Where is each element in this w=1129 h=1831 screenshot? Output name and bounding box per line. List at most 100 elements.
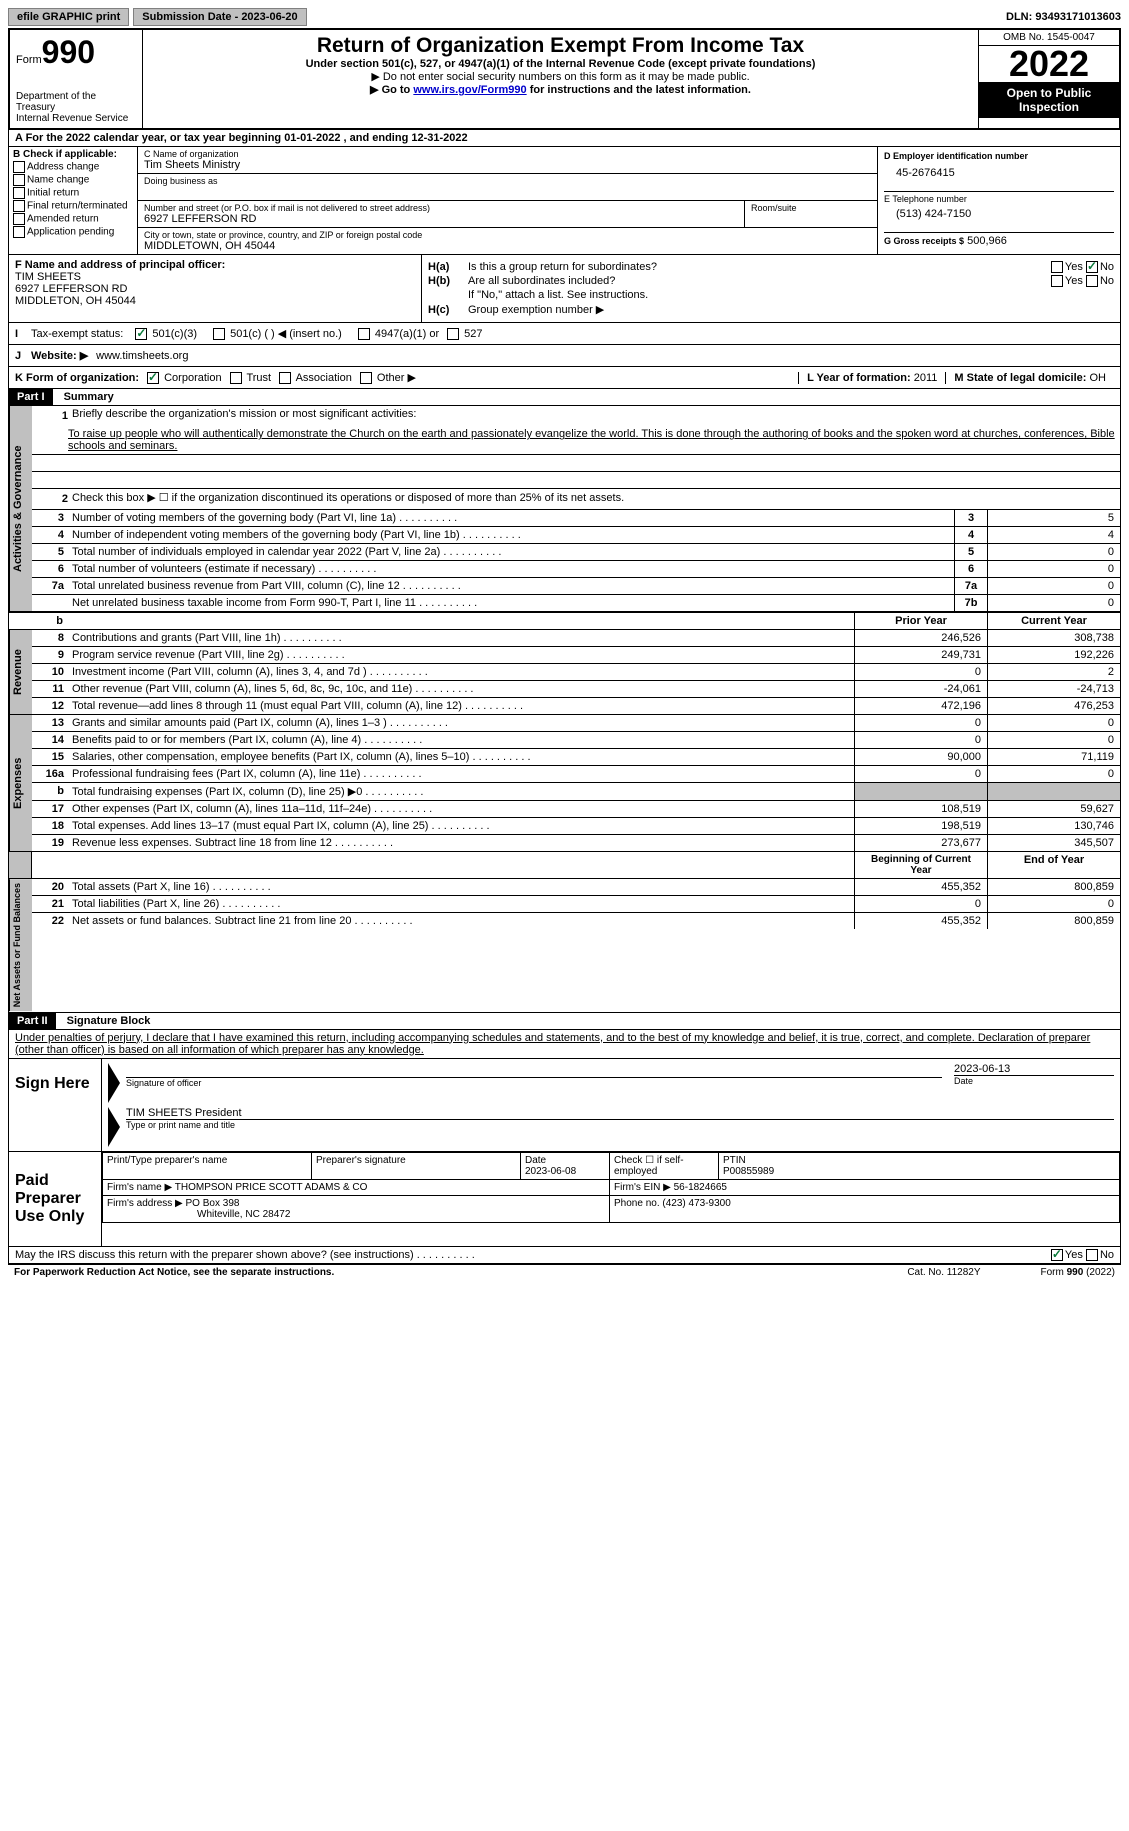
cat-no: Cat. No. 11282Y bbox=[907, 1267, 980, 1278]
org-name: Tim Sheets Ministry bbox=[144, 159, 871, 171]
col-d-ein: D Employer identification number 45-2676… bbox=[878, 147, 1120, 254]
line-2-text: Check this box ▶ ☐ if the organization d… bbox=[72, 491, 624, 507]
mission-text: To raise up people who will authenticall… bbox=[32, 426, 1120, 455]
revenue-header-row: b Prior Year Current Year bbox=[8, 612, 1121, 630]
summary-line: 19Revenue less expenses. Subtract line 1… bbox=[32, 835, 1120, 851]
expenses-section: Expenses 13Grants and similar amounts pa… bbox=[8, 715, 1121, 852]
section-bcd: B Check if applicable: Address change Na… bbox=[8, 147, 1121, 255]
cb-4947[interactable] bbox=[358, 328, 370, 340]
k-label: K Form of organization: bbox=[15, 372, 139, 384]
summary-line: Net unrelated business taxable income fr… bbox=[32, 595, 1120, 611]
f-label: F Name and address of principal officer: bbox=[15, 259, 415, 271]
form-label: Form bbox=[16, 54, 42, 66]
officer-city: MIDDLETON, OH 45044 bbox=[15, 295, 415, 307]
cb-hb-yes[interactable] bbox=[1051, 275, 1063, 287]
cb-hb-no[interactable] bbox=[1086, 275, 1098, 287]
street-value: 6927 LEFFERSON RD bbox=[144, 213, 738, 225]
cb-trust[interactable] bbox=[230, 372, 242, 384]
part-2-title: Signature Block bbox=[59, 1015, 151, 1027]
col-f-officer: F Name and address of principal officer:… bbox=[9, 255, 422, 322]
phone-label: E Telephone number bbox=[884, 191, 1114, 204]
ein-value: 45-2676415 bbox=[884, 163, 1114, 183]
vert-revenue: Revenue bbox=[9, 630, 32, 714]
org-name-label: C Name of organization bbox=[144, 149, 871, 159]
hc-text: Group exemption number ▶ bbox=[468, 303, 604, 316]
vert-activities: Activities & Governance bbox=[9, 406, 32, 611]
arrow-icon bbox=[108, 1107, 120, 1147]
cb-discuss-yes[interactable] bbox=[1051, 1249, 1063, 1261]
col-b-header: B Check if applicable: bbox=[13, 149, 133, 160]
part-1-title: Summary bbox=[56, 391, 114, 403]
col-b-checkboxes: B Check if applicable: Address change Na… bbox=[9, 147, 138, 254]
ptin-value: P00855989 bbox=[723, 1166, 774, 1177]
submission-date: Submission Date - 2023-06-20 bbox=[133, 8, 306, 26]
summary-line: 8Contributions and grants (Part VIII, li… bbox=[32, 630, 1120, 647]
website-value: www.timsheets.org bbox=[96, 350, 188, 362]
dept-treasury: Department of the Treasury bbox=[16, 91, 136, 113]
irs-link[interactable]: www.irs.gov/Form990 bbox=[413, 84, 526, 96]
net-assets-section: Net Assets or Fund Balances 20Total asse… bbox=[8, 879, 1121, 1012]
hb-text: Are all subordinates included? bbox=[468, 275, 615, 287]
cb-ha-yes[interactable] bbox=[1051, 261, 1063, 273]
summary-line: 15Salaries, other compensation, employee… bbox=[32, 749, 1120, 766]
form-note-1: ▶ Do not enter social security numbers o… bbox=[149, 70, 972, 83]
city-value: MIDDLETOWN, OH 45044 bbox=[144, 240, 871, 252]
efile-print-button[interactable]: efile GRAPHIC print bbox=[8, 8, 129, 26]
gross-value: 500,966 bbox=[967, 235, 1007, 247]
end-year-header: End of Year bbox=[987, 852, 1120, 878]
cb-ha-no[interactable] bbox=[1086, 261, 1098, 273]
form-subtitle: Under section 501(c), 527, or 4947(a)(1)… bbox=[149, 58, 972, 70]
cb-assoc[interactable] bbox=[279, 372, 291, 384]
street-label: Number and street (or P.O. box if mail i… bbox=[144, 203, 738, 213]
form-header: Form990 Department of the Treasury Inter… bbox=[8, 28, 1121, 130]
year-formation: 2011 bbox=[914, 372, 938, 384]
declaration-text: Under penalties of perjury, I declare th… bbox=[8, 1030, 1121, 1059]
form-footer: Form 990 (2022) bbox=[1041, 1267, 1115, 1278]
firm-ein: 56-1824665 bbox=[674, 1182, 727, 1193]
activities-governance-section: Activities & Governance 1 Briefly descri… bbox=[8, 406, 1121, 612]
row-j-website: J Website: ▶ www.timsheets.org bbox=[8, 345, 1121, 367]
cb-final-return[interactable] bbox=[13, 200, 25, 212]
paid-preparer-label: Paid Preparer Use Only bbox=[9, 1152, 102, 1246]
cb-501c[interactable] bbox=[213, 328, 225, 340]
tax-status-label: Tax-exempt status: bbox=[31, 328, 123, 340]
firm-addr2: Whiteville, NC 28472 bbox=[107, 1209, 290, 1220]
discuss-row: May the IRS discuss this return with the… bbox=[8, 1247, 1121, 1264]
summary-line: 20Total assets (Part X, line 16)455,3528… bbox=[32, 879, 1120, 896]
revenue-section: Revenue 8Contributions and grants (Part … bbox=[8, 630, 1121, 715]
col-h-group: H(a)Is this a group return for subordina… bbox=[422, 255, 1120, 322]
cb-name-change[interactable] bbox=[13, 174, 25, 186]
discuss-text: May the IRS discuss this return with the… bbox=[15, 1249, 475, 1261]
form-number: 990 bbox=[42, 34, 95, 70]
cb-other[interactable] bbox=[360, 372, 372, 384]
section-fh: F Name and address of principal officer:… bbox=[8, 255, 1121, 323]
firm-name: THOMPSON PRICE SCOTT ADAMS & CO bbox=[175, 1182, 368, 1193]
ein-label: D Employer identification number bbox=[884, 149, 1114, 163]
cb-initial-return[interactable] bbox=[13, 187, 25, 199]
cb-address-change[interactable] bbox=[13, 161, 25, 173]
cb-amended[interactable] bbox=[13, 213, 25, 225]
summary-line: 4Number of independent voting members of… bbox=[32, 527, 1120, 544]
row-i-tax-status: I Tax-exempt status: 501(c)(3) 501(c) ( … bbox=[8, 323, 1121, 345]
officer-printed-name: TIM SHEETS President bbox=[126, 1107, 1114, 1119]
ha-text: Is this a group return for subordinates? bbox=[468, 261, 657, 273]
cb-527[interactable] bbox=[447, 328, 459, 340]
room-label: Room/suite bbox=[751, 203, 871, 213]
top-bar: efile GRAPHIC print Submission Date - 20… bbox=[8, 8, 1121, 26]
summary-line: 9Program service revenue (Part VIII, lin… bbox=[32, 647, 1120, 664]
cb-501c3[interactable] bbox=[135, 328, 147, 340]
summary-line: 16aProfessional fundraising fees (Part I… bbox=[32, 766, 1120, 783]
cb-corp[interactable] bbox=[147, 372, 159, 384]
firm-phone: (423) 473-9300 bbox=[662, 1198, 730, 1209]
current-year-header: Current Year bbox=[987, 613, 1120, 629]
summary-line: 18Total expenses. Add lines 13–17 (must … bbox=[32, 818, 1120, 835]
summary-line: 14Benefits paid to or for members (Part … bbox=[32, 732, 1120, 749]
cb-app-pending[interactable] bbox=[13, 226, 25, 238]
state-domicile: OH bbox=[1090, 372, 1107, 384]
hb-note: If "No," attach a list. See instructions… bbox=[428, 289, 1114, 301]
summary-line: 7aTotal unrelated business revenue from … bbox=[32, 578, 1120, 595]
city-label: City or town, state or province, country… bbox=[144, 230, 871, 240]
summary-line: 10Investment income (Part VIII, column (… bbox=[32, 664, 1120, 681]
website-label: Website: ▶ bbox=[31, 349, 88, 362]
cb-discuss-no[interactable] bbox=[1086, 1249, 1098, 1261]
